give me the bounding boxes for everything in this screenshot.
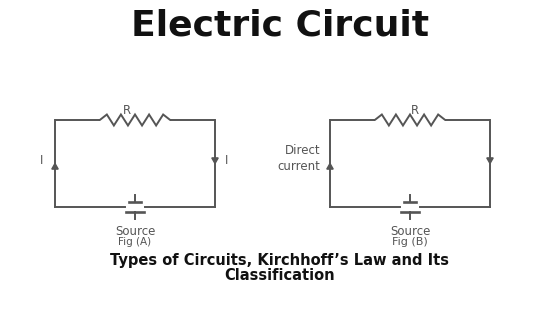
Text: Fig (B): Fig (B) bbox=[392, 237, 428, 247]
Polygon shape bbox=[327, 163, 333, 169]
Text: Source: Source bbox=[390, 225, 430, 238]
Text: Direct
current: Direct current bbox=[277, 144, 320, 174]
Polygon shape bbox=[487, 158, 493, 163]
Text: Classification: Classification bbox=[225, 268, 335, 283]
Text: R: R bbox=[411, 104, 419, 117]
Text: Fig (A): Fig (A) bbox=[118, 237, 152, 247]
Text: I: I bbox=[40, 154, 44, 167]
Polygon shape bbox=[212, 158, 218, 163]
Text: Electric Circuit: Electric Circuit bbox=[131, 8, 429, 42]
Text: Source: Source bbox=[115, 225, 155, 238]
Text: Types of Circuits, Kirchhoff’s Law and Its: Types of Circuits, Kirchhoff’s Law and I… bbox=[110, 253, 450, 268]
Polygon shape bbox=[52, 163, 58, 169]
Text: I: I bbox=[225, 154, 228, 167]
Text: R: R bbox=[123, 104, 131, 117]
